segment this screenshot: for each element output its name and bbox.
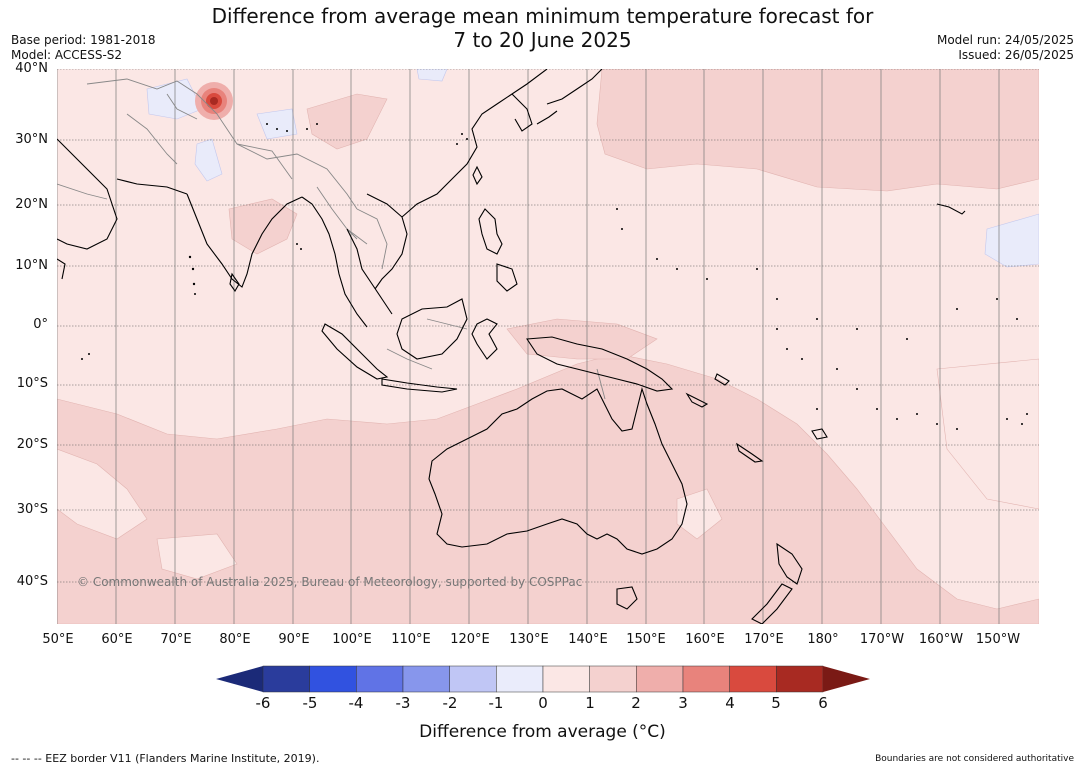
neutral-holes — [56, 358, 1040, 580]
boundaries-note: Boundaries are not considered authoritat… — [875, 754, 1074, 764]
model-run: Model run: 24/05/2025 — [936, 33, 1074, 47]
meta-left: Base period: 1981-2018 Model: ACCESS-S2 — [11, 33, 156, 63]
lon-label-150w: 150°W — [975, 632, 1021, 647]
lon-label-130e: 130°E — [509, 632, 549, 647]
lon-label-60e: 60°E — [101, 632, 133, 647]
colorbar-high-extend — [823, 666, 870, 692]
colorbar-box — [542, 665, 590, 693]
colorbar-tick: 5 — [771, 694, 781, 712]
colorbar-tick: 3 — [678, 694, 688, 712]
colorbar-box — [402, 665, 450, 693]
lon-label-50e: 50°E — [42, 632, 74, 647]
lon-label-170e: 170°E — [744, 632, 784, 647]
lon-label-110e: 110°E — [391, 632, 431, 647]
colorbar-tick: 1 — [585, 694, 595, 712]
country-borders — [56, 78, 606, 400]
coastlines — [56, 68, 966, 625]
lat-label-30s: 30°S — [16, 502, 48, 517]
lon-gridlines — [56, 69, 1000, 624]
lon-label-180: 180° — [807, 632, 839, 647]
colorbar-box — [309, 665, 357, 693]
lat-label-30n: 30°N — [15, 132, 48, 147]
title-line-1: Difference from average mean minimum tem… — [211, 4, 874, 28]
meta-right: Model run: 24/05/2025 Issued: 26/05/2025 — [937, 33, 1074, 63]
colorbar-box — [262, 665, 310, 693]
colorbar-svg — [216, 665, 870, 693]
map-title: Difference from average mean minimum tem… — [0, 4, 1085, 52]
colorbar — [216, 664, 870, 694]
colorbar-tick: 4 — [725, 694, 735, 712]
lat-label-40s: 40°S — [16, 574, 48, 589]
lon-label-80e: 80°E — [219, 632, 251, 647]
model-name: Model: ACCESS-S2 — [11, 48, 123, 62]
colorbar-tick: -1 — [488, 694, 504, 712]
eez-note: -- -- -- EEZ border V11 (Flanders Marine… — [11, 752, 320, 765]
lat-label-40n: 40°N — [15, 61, 48, 76]
colorbar-box — [729, 665, 777, 693]
lon-label-120e: 120°E — [450, 632, 490, 647]
colorbar-tick: 2 — [631, 694, 641, 712]
issued-date: Issued: 26/05/2025 — [958, 48, 1074, 62]
copyright-text: © Commonwealth of Australia 2025, Bureau… — [77, 575, 582, 589]
lat-label-0: 0° — [33, 317, 48, 332]
colorbar-boxes — [262, 665, 824, 693]
lon-label-170w: 170°W — [859, 632, 905, 647]
colorbar-box — [356, 665, 404, 693]
colorbar-box — [449, 665, 497, 693]
lat-label-10n: 10°N — [15, 258, 48, 273]
lon-label-100e: 100°E — [332, 632, 372, 647]
lon-label-90e: 90°E — [278, 632, 310, 647]
lat-label-10s: 10°S — [16, 376, 48, 391]
map-svg: © Commonwealth of Australia 2025, Bureau… — [56, 68, 1040, 625]
colorbar-tick: -6 — [255, 694, 271, 712]
base-period: Base period: 1981-2018 — [11, 33, 156, 47]
colorbar-tick: -2 — [442, 694, 458, 712]
lon-label-70e: 70°E — [160, 632, 192, 647]
lon-label-160e: 160°E — [685, 632, 725, 647]
colorbar-box — [776, 665, 824, 693]
colorbar-title: Difference from average (°C) — [419, 722, 666, 742]
lon-label-160w: 160°W — [918, 632, 964, 647]
hot-spot — [195, 82, 233, 120]
colorbar-tick: -5 — [302, 694, 318, 712]
lat-label-20n: 20°N — [15, 197, 48, 212]
colorbar-box — [496, 665, 544, 693]
colorbar-low-extend — [216, 666, 263, 692]
map-area: © Commonwealth of Australia 2025, Bureau… — [56, 68, 1040, 625]
colorbar-tick: 0 — [538, 694, 548, 712]
colorbar-box — [589, 665, 637, 693]
lon-label-150e: 150°E — [626, 632, 666, 647]
small-islands — [81, 123, 1028, 430]
colorbar-box — [682, 665, 730, 693]
colorbar-tick: 6 — [818, 694, 828, 712]
lat-label-20s: 20°S — [16, 437, 48, 452]
colorbar-tick: -4 — [348, 694, 364, 712]
lon-label-140e: 140°E — [568, 632, 608, 647]
colorbar-tick: -3 — [395, 694, 411, 712]
title-line-2: 7 to 20 June 2025 — [453, 28, 632, 52]
cool-regions — [146, 68, 1040, 268]
colorbar-box — [636, 665, 684, 693]
